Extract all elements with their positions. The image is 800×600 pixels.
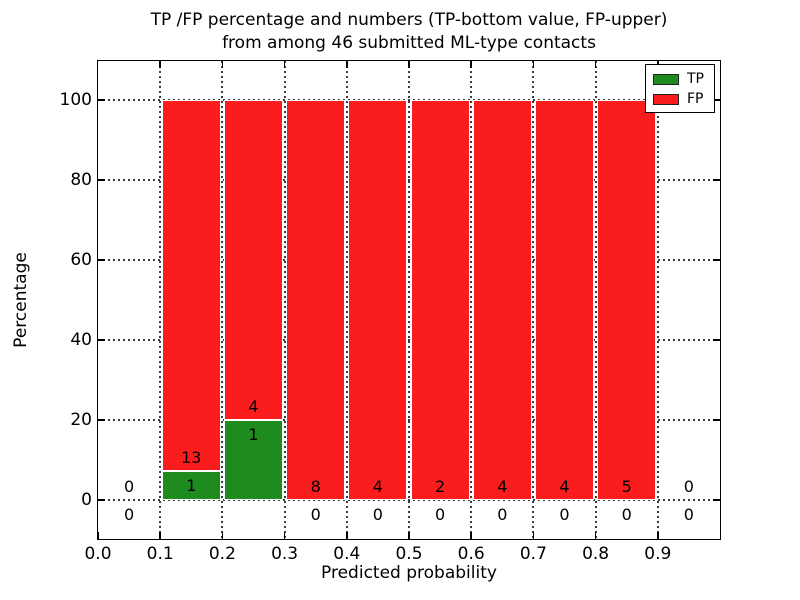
x-tick-mark (408, 532, 410, 539)
legend-entry-fp: FP (646, 89, 714, 109)
gridline-vertical (656, 61, 659, 539)
tp-count-label: 1 (186, 475, 197, 495)
y-tick-mark-right (713, 339, 720, 341)
y-tick-mark (98, 499, 105, 501)
tp-count-label: 0 (372, 504, 383, 524)
y-tick-label: 60 (70, 250, 92, 270)
x-tick-label: 0.6 (457, 544, 485, 564)
x-tick-mark-top (346, 61, 348, 68)
x-tick-mark-top (408, 61, 410, 68)
bar-tp (161, 471, 221, 500)
tp-count-label: 0 (435, 504, 446, 524)
x-tick-mark-top (159, 61, 161, 68)
bar-fp (286, 100, 346, 500)
y-tick-mark (98, 259, 105, 261)
chart-title-line1: TP /FP percentage and numbers (TP-bottom… (150, 10, 668, 30)
x-tick-mark-top (221, 61, 224, 68)
fp-count-label: 5 (621, 476, 632, 496)
gridline-vertical (283, 61, 286, 539)
x-tick-mark (470, 532, 472, 539)
x-tick-label: 0.4 (333, 544, 361, 564)
tp-count-label: 0 (124, 504, 135, 524)
x-tick-mark (283, 532, 286, 539)
chart-title: TP /FP percentage and numbers (TP-bottom… (98, 9, 720, 55)
gridline-vertical (532, 61, 535, 539)
x-tick-mark (221, 532, 224, 539)
x-tick-label: 0.0 (84, 544, 112, 564)
x-tick-label: 0.3 (271, 544, 299, 564)
x-tick-mark (346, 532, 348, 539)
gridline-vertical (408, 61, 410, 539)
x-tick-label: 0.8 (582, 544, 610, 564)
x-tick-mark (97, 532, 99, 539)
y-tick-mark-right (713, 259, 720, 261)
y-tick-mark (98, 99, 105, 101)
tp-count-label: 1 (248, 424, 259, 444)
tp-count-label: 0 (621, 504, 632, 524)
bar-fp (161, 100, 221, 472)
x-tick-mark-top (594, 61, 597, 68)
fp-count-label: 4 (372, 476, 383, 496)
x-tick-label: 0.1 (146, 544, 174, 564)
x-tick-mark (159, 532, 161, 539)
fp-count-label: 4 (559, 476, 570, 496)
legend-label: FP (687, 91, 704, 107)
y-tick-mark-right (713, 419, 720, 421)
x-tick-mark-top (532, 61, 535, 68)
bar-fp (597, 100, 657, 500)
legend-label: TP (687, 71, 704, 87)
y-axis-label: Percentage (11, 252, 31, 348)
x-tick-mark-top (470, 61, 472, 68)
fp-count-label: 4 (497, 476, 508, 496)
bar-fp (410, 100, 470, 500)
gridline-vertical (470, 61, 473, 539)
fp-count-label: 0 (683, 476, 694, 496)
legend-swatch-tp-icon (653, 73, 679, 85)
x-tick-label: 0.2 (208, 544, 236, 564)
x-tick-label: 0.7 (519, 544, 547, 564)
x-tick-mark (657, 532, 659, 539)
y-tick-label: 100 (59, 90, 92, 110)
y-tick-mark (98, 179, 105, 181)
gridline-vertical (221, 61, 224, 539)
fp-count-label: 4 (248, 396, 259, 416)
fp-count-label: 13 (181, 447, 202, 467)
y-tick-mark-right (713, 499, 720, 501)
bar-fp (472, 100, 532, 500)
tp-count-label: 0 (683, 504, 694, 524)
y-tick-mark-right (713, 179, 720, 181)
tp-count-label: 0 (559, 504, 570, 524)
x-tick-mark (594, 532, 597, 539)
fp-count-label: 2 (435, 476, 446, 496)
y-tick-label: 80 (70, 170, 92, 190)
x-tick-mark (532, 532, 535, 539)
legend: TP FP (645, 64, 715, 113)
bar-tp (223, 420, 284, 500)
y-tick-mark (98, 339, 105, 341)
legend-entry-tp: TP (646, 69, 714, 89)
x-tick-mark-top (283, 61, 286, 68)
bar-fp (534, 100, 595, 500)
gridline-vertical (594, 61, 597, 539)
tp-count-label: 0 (497, 504, 508, 524)
y-tick-mark-right (713, 99, 720, 101)
gridline-vertical (345, 61, 348, 539)
y-tick-label: 20 (70, 410, 92, 430)
legend-swatch-fp-icon (653, 93, 679, 105)
tp-count-label: 0 (310, 504, 321, 524)
y-tick-label: 40 (70, 330, 92, 350)
x-tick-label: 0.5 (395, 544, 423, 564)
x-axis-label: Predicted probability (321, 563, 497, 583)
chart-title-line2: from among 46 submitted ML-type contacts (222, 33, 596, 53)
fp-count-label: 8 (310, 476, 321, 496)
fp-count-label: 0 (124, 476, 135, 496)
y-tick-mark (98, 419, 105, 421)
bar-fp (348, 100, 408, 500)
x-tick-label: 0.9 (644, 544, 672, 564)
bar-fp (223, 100, 284, 420)
y-tick-label: 0 (81, 490, 92, 510)
gridline-vertical (159, 61, 162, 539)
